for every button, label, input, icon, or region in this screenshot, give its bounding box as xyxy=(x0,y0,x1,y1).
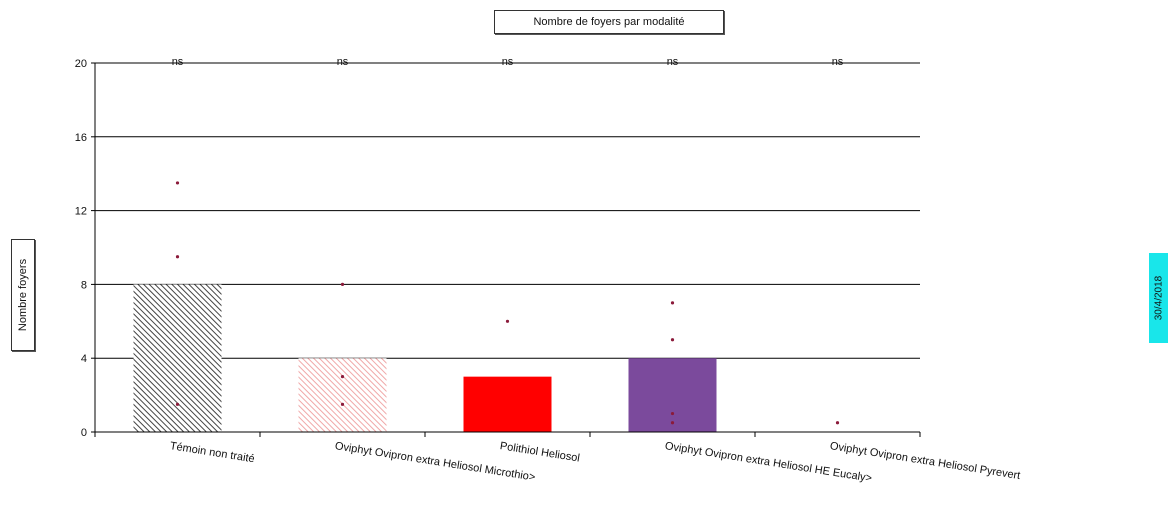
replicate-point xyxy=(670,301,675,305)
category-label: Témoin non traité xyxy=(169,440,255,465)
replicate-point xyxy=(175,181,180,185)
y-tick-label: 0 xyxy=(81,427,87,439)
bar xyxy=(298,358,387,432)
significance-label: ns xyxy=(832,56,844,68)
replicate-point xyxy=(670,338,675,342)
replicate-point xyxy=(340,282,345,286)
bars xyxy=(133,284,717,432)
grid-lines xyxy=(95,62,920,359)
y-tick-label: 4 xyxy=(81,353,87,365)
y-tick-label: 12 xyxy=(75,206,87,218)
replicate-point xyxy=(670,421,675,425)
bar xyxy=(133,284,222,432)
replicate-point xyxy=(175,402,180,406)
y-tick-label: 8 xyxy=(81,279,87,291)
replicate-point xyxy=(340,375,345,379)
category-label: Polithiol Heliosol xyxy=(499,440,581,464)
replicate-point xyxy=(505,319,510,323)
bar xyxy=(628,358,717,432)
y-axis-label: Nombre foyers xyxy=(17,258,29,332)
date-stamp: 30/4/2018 xyxy=(1153,275,1165,321)
significance-label: ns xyxy=(502,56,514,68)
y-axis-label-box: Nombre foyers xyxy=(11,239,35,351)
y-tick-label: 20 xyxy=(75,58,87,70)
axes xyxy=(91,62,921,437)
y-tick-label: 16 xyxy=(75,132,87,144)
replicate-point xyxy=(340,402,345,406)
significance-label: ns xyxy=(667,56,679,68)
replicate-points xyxy=(175,181,840,425)
significance-label: ns xyxy=(172,56,184,68)
bar xyxy=(463,376,552,432)
replicate-point xyxy=(670,411,675,416)
chart-title: Nombre de foyers par modalité xyxy=(494,10,724,34)
date-stamp-box: 30/4/2018 xyxy=(1149,253,1168,343)
replicate-point xyxy=(835,421,840,425)
significance-label: ns xyxy=(337,56,349,68)
replicate-point xyxy=(175,255,180,259)
